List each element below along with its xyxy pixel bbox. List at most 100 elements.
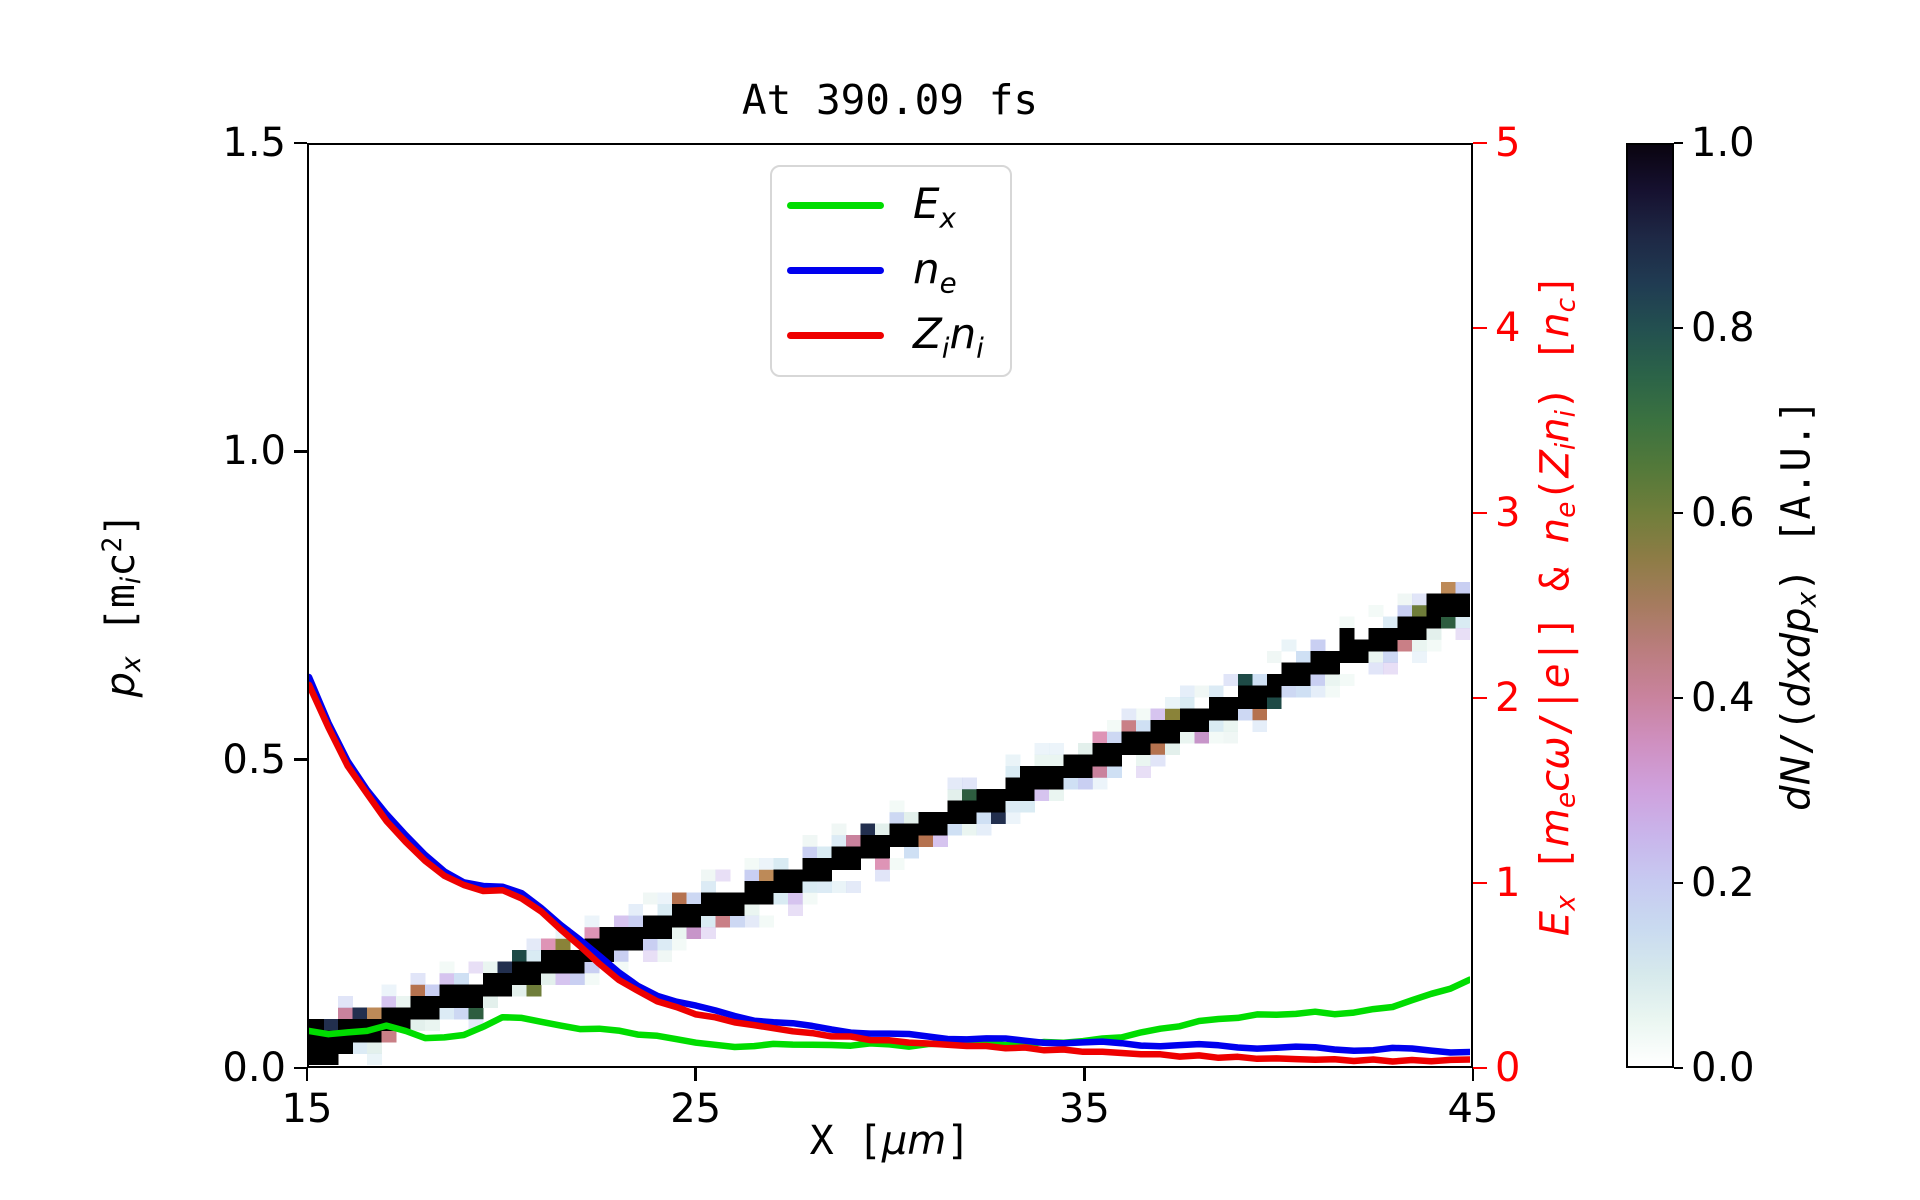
- histogram-cell: [425, 1019, 441, 1031]
- histogram-cell: [1208, 685, 1224, 698]
- histogram-cell: [1005, 789, 1021, 801]
- histogram-cell: [1411, 639, 1427, 652]
- histogram-cell: [1136, 720, 1152, 732]
- histogram-band: [309, 582, 1470, 1065]
- histogram-cell: [1092, 777, 1108, 790]
- histogram-cell: [918, 835, 934, 847]
- label-segment: n: [949, 309, 977, 358]
- histogram-cell: [1324, 651, 1340, 663]
- histogram-cell: [1455, 605, 1470, 617]
- histogram-cell: [468, 984, 484, 997]
- x-tick-mark: [1083, 1068, 1086, 1081]
- label-segment: m: [98, 584, 145, 609]
- histogram-cell: [1339, 628, 1355, 640]
- histogram-cell: [555, 973, 571, 985]
- histogram-cell: [686, 915, 702, 928]
- histogram-cell: [1078, 766, 1094, 778]
- histogram-cell: [671, 904, 687, 916]
- histogram-cell: [1194, 731, 1210, 744]
- label-segment: c: [1532, 769, 1579, 792]
- histogram-cell: [816, 846, 832, 859]
- y-left-tick-label: 0.5: [222, 736, 286, 783]
- histogram-cell: [1179, 708, 1195, 721]
- histogram-cell: [947, 789, 963, 801]
- histogram-cell: [1136, 708, 1152, 721]
- histogram-cell: [1208, 731, 1224, 744]
- histogram-cell: [686, 892, 702, 905]
- y-left-tick-label: 1.0: [222, 428, 286, 475]
- histogram-cell: [323, 1042, 339, 1054]
- histogram-cell: [570, 961, 586, 974]
- histogram-cell: [671, 927, 687, 939]
- colorbar-tick-label: 0.2: [1691, 860, 1755, 906]
- histogram-cell: [889, 812, 905, 824]
- histogram-cell: [1165, 720, 1181, 732]
- histogram-cell: [468, 996, 484, 1008]
- histogram-cell: [1092, 754, 1108, 767]
- histogram-cell: [425, 984, 441, 997]
- histogram-cell: [860, 846, 876, 859]
- x-axis-label: X [μm]: [307, 1118, 1473, 1164]
- histogram-cell: [1063, 777, 1079, 790]
- histogram-cell: [1237, 685, 1253, 698]
- histogram-cell: [962, 800, 977, 813]
- histogram-cell: [918, 823, 934, 836]
- histogram-cell: [1281, 639, 1297, 652]
- histogram-cell: [555, 938, 571, 951]
- histogram-cell: [628, 938, 644, 951]
- label-segment: ω: [1532, 736, 1579, 770]
- histogram-cell: [1034, 743, 1050, 755]
- histogram-cell: [338, 1030, 353, 1043]
- histogram-cell: [1237, 708, 1253, 721]
- histogram-cell: [1034, 777, 1050, 790]
- histogram-cell: [1107, 766, 1123, 778]
- histogram-cell: [642, 927, 658, 939]
- histogram-cell: [1339, 616, 1355, 629]
- label-segment: n: [1532, 312, 1579, 338]
- histogram-cell: [1223, 731, 1239, 744]
- histogram-cell: [700, 869, 716, 882]
- histogram-cell: [874, 858, 890, 870]
- histogram-cell: [584, 973, 600, 985]
- histogram-cell: [715, 915, 731, 928]
- legend-item-label: ne: [913, 243, 957, 309]
- colorbar-tick-mark: [1674, 1066, 1683, 1070]
- histogram-cell: [1092, 766, 1108, 778]
- histogram-cell: [1049, 789, 1065, 801]
- histogram-cell: [1266, 674, 1282, 686]
- histogram-cell: [1353, 639, 1369, 652]
- histogram-cell: [1063, 754, 1079, 767]
- histogram-cell: [729, 915, 745, 928]
- histogram-cell: [1005, 777, 1021, 790]
- ex-line: [309, 976, 1470, 1051]
- histogram-cell: [338, 1042, 353, 1054]
- histogram-cell: [1005, 800, 1021, 813]
- histogram-cell: [512, 950, 528, 962]
- histogram-cell: [468, 1007, 484, 1020]
- histogram-cell: [1295, 651, 1311, 663]
- histogram-cell: [1194, 708, 1210, 721]
- y-right-tick-mark: [1473, 326, 1487, 330]
- label-segment: /(: [1773, 707, 1820, 756]
- histogram-cell: [628, 927, 644, 939]
- y-right-tick-mark: [1473, 881, 1487, 885]
- histogram-cell: [904, 846, 919, 859]
- histogram-cell: [468, 961, 484, 974]
- histogram-cell: [874, 846, 890, 859]
- histogram-cell: [642, 892, 658, 905]
- colorbar-tick-mark: [1674, 511, 1683, 515]
- histogram-cell: [1034, 789, 1050, 801]
- histogram-cell: [1310, 685, 1326, 698]
- histogram-cell: [613, 961, 629, 974]
- histogram-cell: [1426, 605, 1442, 617]
- histogram-cell: [352, 1042, 368, 1054]
- histogram-cell: [976, 812, 992, 824]
- histogram-cell: [1426, 628, 1442, 640]
- histogram-cell: [541, 938, 557, 951]
- histogram-cell: [874, 823, 890, 836]
- colorbar-tick-label: 0.4: [1691, 675, 1755, 721]
- histogram-cell: [1440, 593, 1456, 606]
- label-segment: e: [1550, 791, 1582, 809]
- histogram-cell: [831, 858, 847, 870]
